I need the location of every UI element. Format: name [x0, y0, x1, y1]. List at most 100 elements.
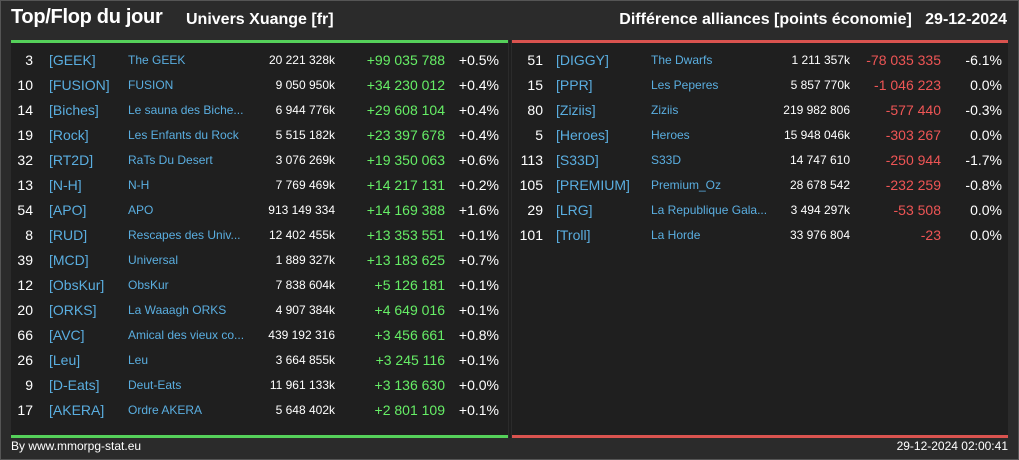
flop-row: 113 [S33D] S33D 14 747 610 -250 944 -1.7% — [512, 148, 1008, 173]
alliance-rank: 26 — [17, 352, 33, 368]
alliance-points: 11 961 133k — [269, 378, 335, 392]
alliance-rank: 20 — [17, 302, 33, 318]
alliance-tag[interactable]: [GEEK] — [49, 52, 96, 68]
alliance-diff: +2 801 109 — [374, 402, 445, 418]
alliance-tag[interactable]: [LRG] — [556, 202, 593, 218]
alliance-points: 3 076 269k — [275, 153, 335, 167]
flop-row: 105 [PREMIUM] Premium_Oz 28 678 542 -232 259… — [512, 173, 1008, 198]
alliance-name[interactable]: Premium_Oz — [651, 178, 722, 192]
alliance-pct: +0.0% — [458, 377, 499, 393]
top-row: 10 [FUSION] FUSION 9 050 950k +34 230 012 +0.… — [11, 73, 508, 98]
alliance-tag[interactable]: [Biches] — [49, 102, 99, 118]
alliance-points: 1 211 357k — [791, 53, 851, 67]
alliance-name[interactable]: La Waaagh ORKS — [128, 303, 227, 317]
alliance-pct: +0.1% — [458, 402, 499, 418]
alliance-name[interactable]: Les Peperes — [651, 78, 719, 92]
alliance-tag[interactable]: [Ziziis] — [556, 102, 596, 118]
alliance-name[interactable]: N-H — [128, 178, 150, 192]
alliance-rank: 105 — [519, 177, 543, 193]
alliance-name[interactable]: Le sauna des Biche... — [128, 103, 244, 117]
alliance-name[interactable]: Leu — [128, 353, 149, 367]
alliance-points: 5 857 770k — [790, 78, 850, 92]
alliance-tag[interactable]: [ORKS] — [49, 302, 97, 318]
alliance-rank: 17 — [17, 402, 33, 418]
alliance-pct: 0.0% — [970, 227, 1002, 243]
alliance-tag[interactable]: [AKERA] — [49, 402, 105, 418]
alliance-diff: -250 944 — [885, 152, 941, 168]
alliance-pct: +0.1% — [458, 302, 499, 318]
alliance-name[interactable]: RaTs Du Desert — [128, 153, 213, 167]
alliance-name[interactable]: S33D — [651, 153, 682, 167]
alliance-tag[interactable]: [RUD] — [49, 227, 88, 243]
alliance-pct: +0.4% — [458, 127, 499, 143]
top-row: 17 [AKERA] Ordre AKERA 5 648 402k +2 801 109… — [11, 398, 508, 423]
alliance-pct: +0.7% — [458, 252, 499, 268]
alliance-diff: -577 440 — [885, 102, 941, 118]
alliance-name[interactable]: The GEEK — [128, 53, 186, 67]
header-right-info: Différence alliances [points économie] 2… — [619, 11, 1007, 28]
alliance-name[interactable]: Heroes — [651, 128, 690, 142]
footer-site-link[interactable]: By www.mmorpg-stat.eu — [11, 439, 142, 453]
alliance-tag[interactable]: [Leu] — [49, 352, 81, 368]
alliance-name[interactable]: The Dwarfs — [651, 53, 713, 67]
top-row: 26 [Leu] Leu 3 664 855k +3 245 116 +0.1% — [11, 348, 508, 373]
alliance-tag[interactable]: [FUSION] — [49, 77, 110, 93]
alliance-tag[interactable]: [D-Eats] — [49, 377, 100, 393]
alliance-tag[interactable]: [PPR] — [556, 77, 593, 93]
top-row: 19 [Rock] Les Enfants du Rock 5 515 182k +23… — [11, 123, 508, 148]
alliance-diff: -232 259 — [885, 177, 941, 193]
alliance-name[interactable]: La Republique Gala... — [651, 203, 768, 217]
flop-row: 101 [Troll] La Horde 33 976 804 -23 0.0% — [512, 223, 1008, 248]
alliance-points: 1 889 327k — [275, 253, 335, 267]
alliance-name[interactable]: Les Enfants du Rock — [128, 128, 239, 142]
alliance-tag[interactable]: [RT2D] — [49, 152, 94, 168]
alliance-tag[interactable]: [ObsKur] — [49, 277, 105, 293]
alliance-pct: -1.7% — [965, 152, 1002, 168]
flop-panel: 51 [DIGGY] The Dwarfs 1 211 357k -78 035 335… — [512, 40, 1008, 438]
alliance-tag[interactable]: [MCD] — [49, 252, 89, 268]
alliance-pct: +0.2% — [458, 177, 499, 193]
alliance-diff: -303 267 — [885, 127, 941, 143]
alliance-tag[interactable]: [Heroes] — [556, 127, 609, 143]
alliance-tag[interactable]: [Troll] — [556, 227, 591, 243]
alliance-pct: +0.1% — [458, 352, 499, 368]
footer-timestamp: 29-12-2024 02:00:41 — [896, 439, 1008, 453]
alliance-rank: 29 — [527, 202, 543, 218]
alliance-points: 20 221 328k — [268, 53, 335, 67]
alliance-rank: 15 — [527, 77, 543, 93]
alliance-tag[interactable]: [PREMIUM] — [556, 177, 630, 193]
alliance-rank: 19 — [17, 127, 33, 143]
alliance-pct: +1.6% — [458, 202, 499, 218]
alliance-name[interactable]: Amical des vieux co... — [128, 328, 245, 342]
alliance-diff: -1 046 223 — [874, 77, 941, 93]
alliance-name[interactable]: La Horde — [651, 228, 701, 242]
alliance-name[interactable]: Ordre AKERA — [128, 403, 203, 417]
alliance-name[interactable]: Ziziis — [651, 103, 679, 117]
top-row: 3 [GEEK] The GEEK 20 221 328k +99 035 788 +0.… — [11, 48, 508, 73]
alliance-name[interactable]: FUSION — [128, 78, 174, 92]
alliance-diff: -23 — [920, 227, 941, 243]
alliance-name[interactable]: APO — [128, 203, 154, 217]
alliance-points: 4 907 384k — [275, 303, 335, 317]
alliance-name[interactable]: ObsKur — [128, 278, 169, 292]
alliance-diff: +3 456 661 — [374, 327, 445, 343]
flop-row: 15 [PPR] Les Peperes 5 857 770k -1 046 223 0.… — [512, 73, 1008, 98]
alliance-tag[interactable]: [N-H] — [49, 177, 82, 193]
alliance-tag[interactable]: [APO] — [49, 202, 87, 218]
alliance-name[interactable]: Deut-Eats — [128, 378, 182, 392]
alliance-diff: +13 183 625 — [366, 252, 445, 268]
panel-divider — [509, 40, 511, 438]
alliance-tag[interactable]: [DIGGY] — [556, 52, 609, 68]
alliance-tag[interactable]: [AVC] — [49, 327, 85, 343]
alliance-tag[interactable]: [S33D] — [556, 152, 599, 168]
alliance-points: 439 192 316 — [268, 328, 335, 342]
alliance-tag[interactable]: [Rock] — [49, 127, 89, 143]
top-row: 12 [ObsKur] ObsKur 7 838 604k +5 126 181 +0.1… — [11, 273, 508, 298]
alliance-diff: +5 126 181 — [374, 277, 445, 293]
alliance-points: 5 648 402k — [275, 403, 335, 417]
alliance-pct: +0.4% — [458, 77, 499, 93]
top-row: 8 [RUD] Rescapes des Univ... 12 402 455k +13… — [11, 223, 508, 248]
alliance-name[interactable]: Rescapes des Univ... — [128, 228, 241, 242]
alliance-name[interactable]: Universal — [128, 253, 179, 267]
alliance-points: 15 948 046k — [783, 128, 850, 142]
